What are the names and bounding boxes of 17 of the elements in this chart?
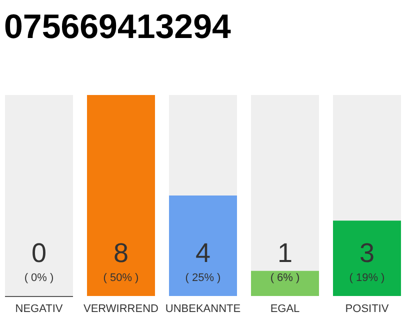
bar	[251, 270, 319, 296]
annotation: ( 19% )	[349, 272, 385, 284]
annotation: ( 50% )	[103, 272, 139, 284]
data-label: 8	[113, 238, 129, 268]
x-tick-label: EGAL	[270, 303, 300, 315]
x-tick-label: NEGATIV	[15, 303, 64, 315]
annotation: ( 25% )	[185, 272, 221, 284]
x-tick-label: UNBEKANNTE	[165, 303, 241, 315]
x-tick-label: POSITIV	[345, 303, 390, 315]
data-label: 4	[195, 238, 211, 268]
data-label: 0	[31, 238, 47, 268]
data-label: 1	[277, 238, 293, 268]
chart-title: 075669413294	[4, 8, 231, 46]
data-label: 3	[359, 238, 375, 268]
annotation: ( 0% )	[24, 272, 54, 284]
x-tick-label: VERWIRREND	[84, 303, 159, 315]
annotation: ( 6% )	[270, 272, 300, 284]
